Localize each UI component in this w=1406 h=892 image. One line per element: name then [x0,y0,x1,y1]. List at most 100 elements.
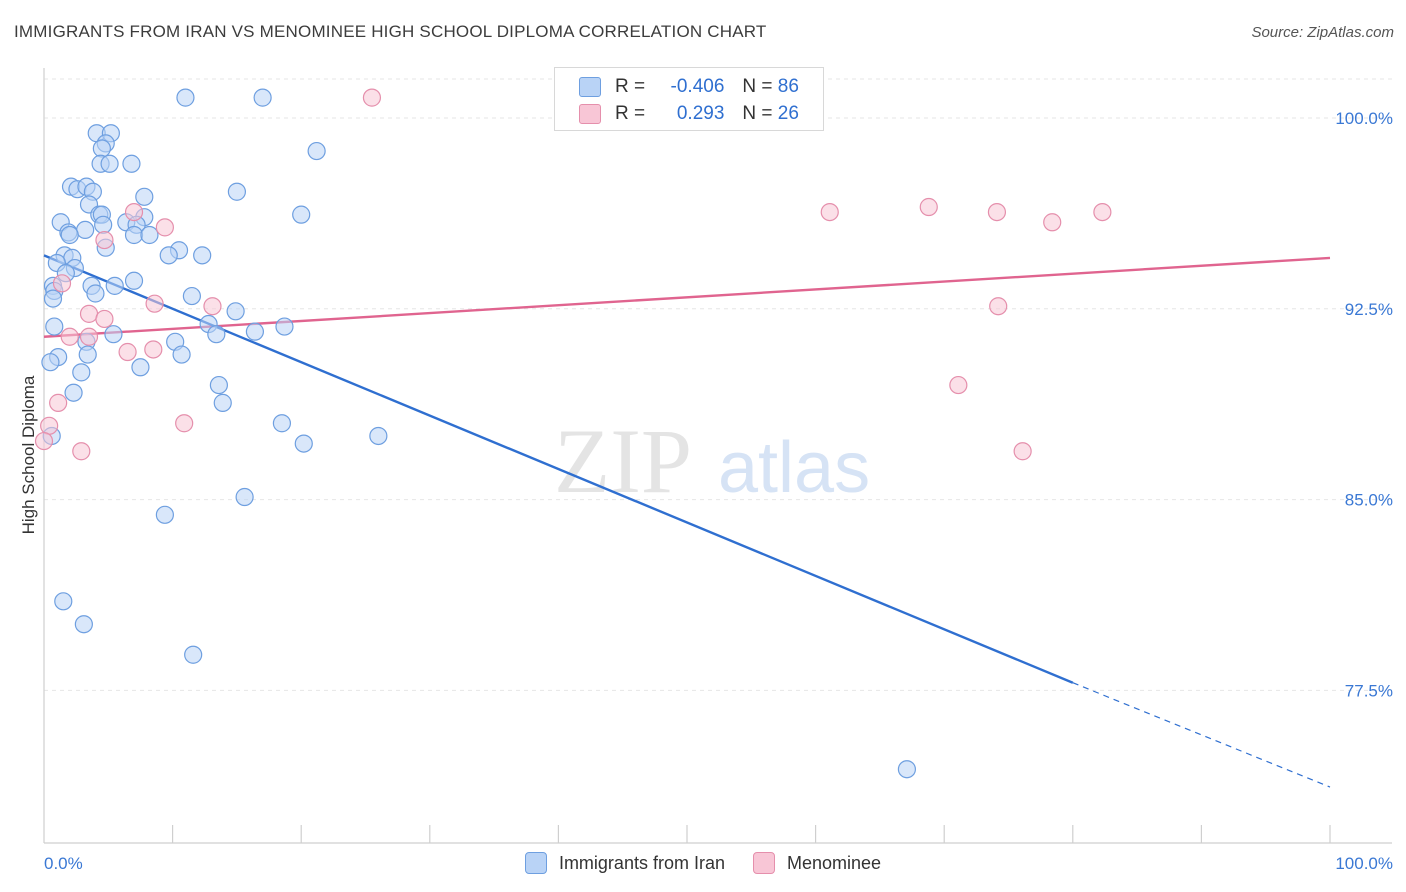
point-iran [272,414,292,433]
point-iran [245,322,265,341]
legend-n-label: N = [742,76,773,97]
point-menominee [362,88,382,107]
legend-n-value-menominee: 26 [777,103,799,124]
point-iran [105,276,124,295]
trendlines [43,254,1331,788]
y-tick-label: 92.5% [1345,300,1393,319]
point-iran [64,383,83,402]
point-menominee [79,304,99,323]
axes [43,68,1392,844]
legend-series-name-iran: Immigrants from Iran [558,852,725,873]
legend-n-value-iran: 86 [777,76,799,97]
point-menominee [95,230,114,250]
point-menominee [52,274,72,293]
point-menominee [72,442,91,461]
point-iran [72,363,91,382]
point-iran [307,141,326,161]
point-iran [292,205,311,224]
data-points [34,88,1112,779]
point-iran [41,353,60,372]
point-iran [897,760,917,779]
point-menominee [95,309,114,329]
legend-series-name-menominee: Menominee [786,852,882,873]
point-iran [155,505,174,524]
point-iran [54,592,73,611]
point-menominee [144,340,163,359]
point-iran [43,289,63,308]
point-iran [235,487,254,507]
point-menominee [989,297,1008,316]
point-iran [294,434,313,453]
legend-row-iran: R = -0.406 N = 86 [579,75,799,99]
point-iran [369,426,388,446]
trendline-iran-extension [1072,682,1331,788]
legend-r-label: R = [615,76,646,97]
y-axis-label: High School Diploma [19,375,38,534]
legend-swatch-pink [579,104,601,124]
point-menominee [919,197,938,217]
y-tick-label: 100.0% [1335,109,1393,128]
chart-title: IMMIGRANTS FROM IRAN VS MENOMINEE HIGH S… [14,22,767,41]
point-iran [140,225,159,245]
point-iran [60,225,79,245]
point-menominee [1013,442,1032,461]
legend-n-label: N = [742,103,773,124]
point-iran [182,286,201,306]
point-iran [86,284,105,303]
point-menominee [175,414,194,433]
series-legend: Immigrants from Iran Menominee [0,852,1406,874]
point-menominee [145,294,164,313]
tick-labels: 100.0% 92.5% 85.0% 77.5% 0.0% 100.0% [44,109,1393,873]
stats-legend: R = -0.406 N = 86 R = 0.293 N = 26 [554,67,824,131]
legend-swatch-pink [752,852,775,874]
point-iran [135,187,154,206]
legend-r-value-iran: -0.406 [670,76,725,97]
x-tick-label-start: 0.0% [44,854,83,873]
legend-item-menominee: Menominee [752,852,882,874]
point-menominee [49,393,68,412]
point-menominee [987,202,1007,222]
point-iran [124,225,144,245]
point-menominee [1043,213,1062,232]
point-iran [104,325,123,344]
grid-lines [44,78,1392,691]
legend-r-value-menominee: 0.293 [676,103,725,124]
legend-row-menominee: R = 0.293 N = 26 [579,102,799,126]
point-iran [122,154,141,173]
point-iran [207,325,226,344]
point-menominee [1093,202,1112,222]
legend-r-label: R = [615,103,646,124]
point-iran [275,317,294,336]
legend-swatch-blue [579,77,601,97]
point-iran [193,246,212,265]
point-iran [253,88,272,107]
point-menominee [203,297,222,316]
point-iran [78,345,97,364]
point-iran [176,88,195,107]
point-iran [124,271,144,290]
point-iran [131,358,150,377]
point-menominee [820,202,839,222]
point-iran [92,139,111,158]
source-credit: Source: ZipAtlas.com [1251,24,1394,41]
point-iran [45,317,64,336]
point-menominee [949,375,968,395]
point-menominee [79,327,99,346]
point-menominee [118,342,137,362]
point-iran [159,246,178,265]
point-iran [94,215,113,234]
y-tick-label: 77.5% [1345,681,1393,700]
point-menominee [124,202,144,222]
point-iran [184,645,203,664]
x-tick-label-end: 100.0% [1335,854,1393,873]
point-iran [74,615,93,634]
point-iran [213,393,232,412]
trendline-menominee [43,256,1331,338]
point-iran [227,182,246,201]
point-iran [209,375,228,395]
y-tick-label: 85.0% [1345,491,1393,510]
watermark-atlas: atlas [718,428,870,508]
legend-swatch-blue [524,852,547,874]
point-iran [172,345,191,364]
point-iran [76,220,95,240]
